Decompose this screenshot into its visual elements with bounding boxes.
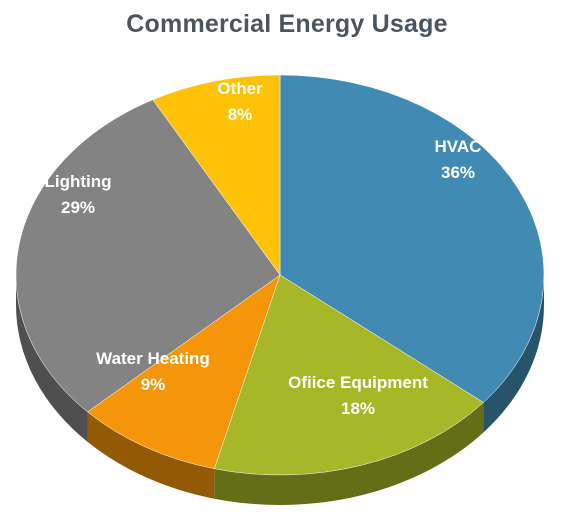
pie-slice-hvac (279, 74, 545, 403)
pie-slice-other (152, 74, 281, 276)
pie-slice-lighting (15, 99, 281, 413)
pie-side-water-heating (87, 411, 215, 499)
pie-label-water-heating: Water Heating 9% (96, 349, 210, 394)
pie-3d-sides (16, 275, 544, 505)
pie-side-lighting (16, 275, 88, 442)
pie-slices (15, 74, 545, 476)
pie-label-lighting: Lighting 29% (44, 172, 111, 217)
pie-side-hvac (483, 275, 544, 433)
pie-side-ofiice-equipment (214, 402, 484, 505)
chart-title: Commercial Energy Usage (126, 10, 448, 38)
pie-label-hvac: HVAC 36% (435, 137, 482, 182)
pie-label-other: Other 8% (217, 79, 263, 124)
pie-slice-water-heating (87, 274, 281, 470)
pie-slice-ofiice-equipment (214, 274, 484, 476)
pie-labels: HVAC 36% Ofiice Equipment 18% Water Heating 9… (44, 79, 481, 418)
pie-label-ofiice-equipment: Ofiice Equipment 18% (288, 373, 428, 418)
